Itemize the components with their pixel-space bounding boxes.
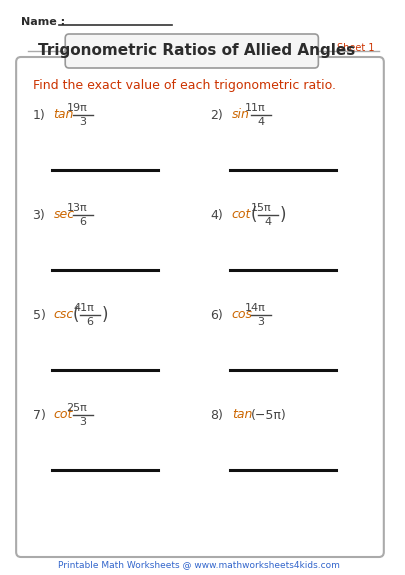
- Text: Trigonometric Ratios of Allied Angles: Trigonometric Ratios of Allied Angles: [37, 44, 354, 59]
- Text: 8): 8): [210, 408, 223, 421]
- Text: 4): 4): [210, 209, 223, 221]
- Text: (−5π): (−5π): [250, 408, 286, 421]
- Text: cot: cot: [231, 209, 251, 221]
- Text: sin: sin: [231, 109, 249, 121]
- Text: 3: 3: [257, 317, 264, 327]
- Text: 14π: 14π: [244, 303, 264, 313]
- Text: Printable Math Worksheets @ www.mathworksheets4kids.com: Printable Math Worksheets @ www.mathwork…: [58, 561, 339, 569]
- Text: sec: sec: [53, 209, 75, 221]
- FancyBboxPatch shape: [16, 57, 383, 557]
- Text: ): ): [102, 306, 108, 324]
- Text: 3): 3): [32, 209, 45, 221]
- Text: cot: cot: [53, 408, 73, 421]
- Text: 41π: 41π: [73, 303, 94, 313]
- Text: Sheet 1: Sheet 1: [336, 43, 373, 53]
- Text: 4: 4: [264, 217, 271, 227]
- Text: Name :: Name :: [21, 17, 65, 27]
- Text: (: (: [250, 206, 257, 224]
- Text: (: (: [73, 306, 79, 324]
- Text: 3: 3: [79, 117, 86, 127]
- Text: 19π: 19π: [66, 103, 87, 113]
- Text: 15π: 15π: [251, 203, 271, 213]
- Text: 6: 6: [79, 217, 86, 227]
- Text: 5): 5): [32, 309, 45, 321]
- Text: ): ): [279, 206, 286, 224]
- Text: tan: tan: [231, 408, 252, 421]
- Text: 13π: 13π: [66, 203, 87, 213]
- Text: cos: cos: [231, 309, 252, 321]
- Text: 7): 7): [32, 408, 45, 421]
- Text: 11π: 11π: [244, 103, 264, 113]
- Text: 25π: 25π: [66, 403, 87, 413]
- FancyBboxPatch shape: [65, 34, 318, 68]
- Text: csc: csc: [53, 309, 74, 321]
- Text: 4: 4: [257, 117, 264, 127]
- Text: Find the exact value of each trigonometric ratio.: Find the exact value of each trigonometr…: [32, 79, 335, 91]
- Text: 3: 3: [79, 417, 86, 427]
- Text: 6): 6): [210, 309, 223, 321]
- Text: 1): 1): [32, 109, 45, 121]
- Text: tan: tan: [53, 109, 74, 121]
- Text: 6: 6: [86, 317, 93, 327]
- Text: 2): 2): [210, 109, 223, 121]
